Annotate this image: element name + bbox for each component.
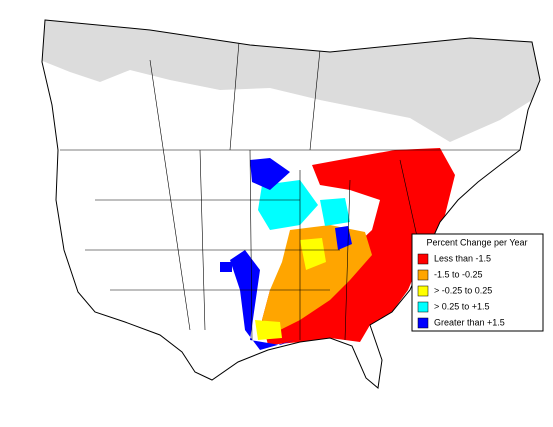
legend-label: > -0.25 to 0.25: [434, 285, 492, 295]
legend-swatch: [417, 301, 429, 313]
legend-swatch: [417, 269, 429, 281]
legend-swatch: [417, 285, 429, 297]
stable: [255, 238, 326, 340]
legend-label: Less than -1.5: [434, 253, 491, 263]
legend-swatch: [417, 253, 429, 265]
increase-strong: [220, 158, 352, 350]
legend-box: [411, 233, 544, 332]
map-fills: [42, 20, 540, 350]
boundaries: [60, 29, 540, 341]
legend-label: Greater than +1.5: [434, 317, 505, 327]
legend-label: -1.5 to -0.25: [434, 269, 483, 279]
legend-label: > 0.25 to +1.5: [434, 301, 490, 311]
decline-moderate: [262, 225, 372, 330]
legend-title: Percent Change per Year: [426, 237, 527, 247]
increase-moderate: [258, 180, 350, 230]
legend-swatch: [417, 317, 429, 329]
northern-range: [42, 20, 540, 142]
coastline: [41, 19, 541, 389]
